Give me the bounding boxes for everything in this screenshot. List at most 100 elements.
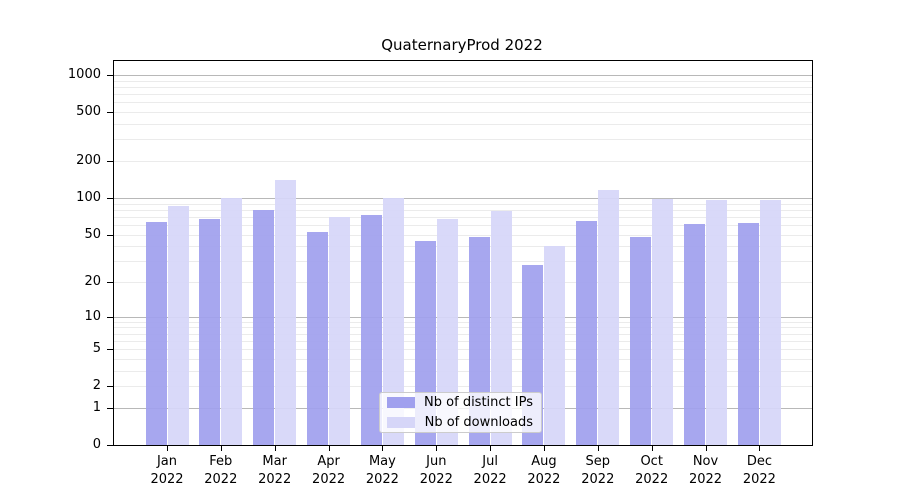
y-tick-label: 5 xyxy=(92,341,101,357)
bar-downloads-mar xyxy=(275,180,297,445)
gridline-minor xyxy=(114,261,812,263)
x-tick-mark xyxy=(167,445,168,451)
gridline-minor xyxy=(114,80,812,82)
y-tick-mark xyxy=(107,407,114,409)
gridline-minor xyxy=(114,124,812,125)
bar-downloads-sep xyxy=(598,189,620,445)
legend-label-downloads: Nb of downloads xyxy=(424,414,533,430)
legend-item-downloads: Nb of downloads xyxy=(380,415,541,431)
gridline-minor xyxy=(114,349,812,351)
gridline-minor xyxy=(114,358,812,360)
y-tick-label: 1 xyxy=(92,399,101,415)
legend-item-distinct-ips: Nb of distinct IPs xyxy=(380,395,541,411)
x-tick-mark xyxy=(651,445,653,451)
gridline-minor xyxy=(114,246,812,248)
gridline-minor xyxy=(114,370,812,372)
bar-distinct-ips-feb xyxy=(199,219,221,445)
gridline-minor xyxy=(114,327,812,329)
gridline-minor xyxy=(114,102,812,104)
x-tick-mark xyxy=(382,445,384,451)
bar-distinct-ips-nov xyxy=(684,224,705,445)
x-tick-label-jun: Jun 2022 xyxy=(419,454,453,487)
y-tick-label: 50 xyxy=(84,226,101,242)
bar-distinct-ips-oct xyxy=(630,236,652,445)
y-tick-mark xyxy=(107,386,114,388)
bar-distinct-ips-dec xyxy=(737,223,759,445)
bar-downloads-jan xyxy=(167,205,189,445)
bar-downloads-may xyxy=(382,197,404,445)
x-tick-mark xyxy=(274,445,276,451)
legend-swatch-downloads-icon xyxy=(387,416,415,428)
x-tick-label-jan: Jan 2022 xyxy=(150,454,184,487)
x-tick-label-may: May 2022 xyxy=(365,454,399,487)
gridline-minor xyxy=(114,94,812,96)
x-tick-label-oct: Oct 2022 xyxy=(635,454,669,487)
bar-distinct-ips-may xyxy=(360,215,382,445)
gridline-minor xyxy=(114,340,812,342)
y-tick-label: 0 xyxy=(92,437,101,452)
bar-distinct-ips-sep xyxy=(576,220,598,445)
bar-downloads-oct xyxy=(652,198,674,445)
y-tick-mark xyxy=(107,349,114,351)
gridline-minor xyxy=(114,321,812,323)
bar-downloads-apr xyxy=(329,216,351,445)
x-tick-mark xyxy=(490,445,492,451)
gridline-minor xyxy=(114,282,812,283)
x-tick-mark xyxy=(543,445,545,451)
bar-downloads-jul xyxy=(490,211,512,445)
x-tick-mark xyxy=(705,445,707,451)
gridline-minor xyxy=(114,203,812,205)
chart-title: QuaternaryProd 2022 xyxy=(381,36,543,54)
x-tick-mark xyxy=(597,445,599,451)
x-tick-label-apr: Apr 2022 xyxy=(312,454,346,487)
gridline-minor xyxy=(114,112,812,114)
x-tick-label-aug: Aug 2022 xyxy=(527,454,561,487)
y-tick-label: 100 xyxy=(76,189,101,205)
x-tick-label-dec: Dec 2022 xyxy=(742,454,776,487)
y-tick-mark xyxy=(107,197,114,199)
gridline-minor xyxy=(114,209,812,211)
legend-swatch-distinct-ips-icon xyxy=(387,397,415,409)
bar-downloads-feb xyxy=(221,197,243,445)
bar-distinct-ips-mar xyxy=(253,210,275,445)
y-tick-mark xyxy=(107,282,114,283)
y-tick-mark xyxy=(107,234,114,236)
legend: Nb of distinct IPs Nb of downloads xyxy=(379,392,542,433)
gridline-major xyxy=(114,197,812,199)
y-tick-mark xyxy=(107,112,114,114)
x-tick-label-jul: Jul 2022 xyxy=(473,454,507,487)
y-tick-mark xyxy=(107,161,114,162)
bar-distinct-ips-apr xyxy=(307,232,329,445)
gridline-minor xyxy=(114,216,812,218)
bar-distinct-ips-jan xyxy=(145,221,167,445)
x-tick-label-sep: Sep 2022 xyxy=(581,454,615,487)
bar-downloads-aug xyxy=(544,246,566,445)
y-tick-label: 2 xyxy=(92,378,101,394)
x-tick-mark xyxy=(436,445,438,451)
y-tick-label: 1000 xyxy=(67,67,101,82)
bar-downloads-dec xyxy=(759,199,781,445)
legend-label-distinct-ips: Nb of distinct IPs xyxy=(424,395,533,411)
y-tick-mark xyxy=(107,445,114,446)
plot-area: 0 1 2 5 10 20 50 100 200 500 1000 Jan 2022 Feb 2022 Mar… xyxy=(68,60,813,487)
x-tick-label-mar: Mar 2022 xyxy=(258,454,292,487)
y-tick-label: 200 xyxy=(76,153,101,168)
gridline-minor xyxy=(114,161,812,162)
y-tick-mark xyxy=(107,316,114,318)
x-tick-label-feb: Feb 2022 xyxy=(204,454,238,487)
x-tick-label-nov: Nov 2022 xyxy=(688,454,723,487)
gridline-minor xyxy=(114,234,812,236)
bar-downloads-nov xyxy=(706,199,727,445)
y-tick-label: 10 xyxy=(84,308,101,324)
x-tick-mark xyxy=(220,445,222,451)
gridline-minor xyxy=(114,333,812,335)
gridline-minor xyxy=(114,139,812,141)
gridline-major xyxy=(114,75,812,76)
y-tick-label: 20 xyxy=(84,274,101,289)
gridline-minor xyxy=(114,224,812,226)
bar-downloads-jun xyxy=(436,219,458,445)
y-tick-mark xyxy=(107,75,114,76)
x-tick-mark xyxy=(759,445,761,451)
gridline-major xyxy=(114,316,812,318)
